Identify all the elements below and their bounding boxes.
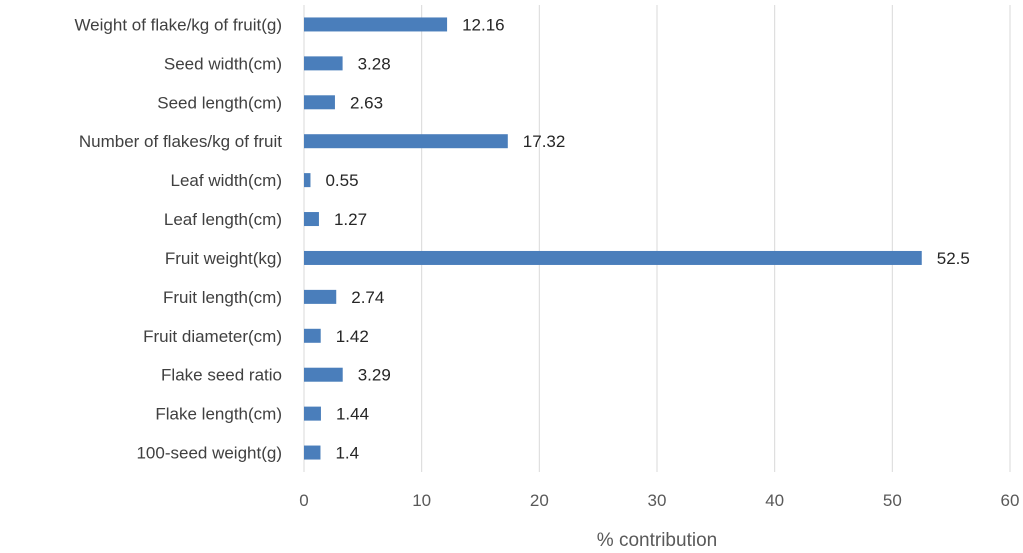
category-label: Leaf length(cm) (164, 210, 282, 229)
category-label: Fruit diameter(cm) (143, 327, 282, 346)
bar (304, 134, 508, 149)
x-tick-label: 60 (1001, 491, 1020, 510)
category-label: Flake seed ratio (161, 366, 282, 385)
category-label: Number of flakes/kg of fruit (79, 132, 282, 151)
value-label: 12.16 (462, 15, 505, 34)
value-label: 1.27 (334, 210, 367, 229)
bar (304, 250, 922, 265)
value-labels: 1.4 1.44 3.29 1.42 2.74 52.5 1.27 0.55 17.32 2.63… (325, 15, 969, 462)
value-label: 3.28 (358, 54, 391, 73)
category-label: Flake length(cm) (155, 405, 282, 424)
bar (304, 328, 321, 343)
category-label: Fruit weight(kg) (165, 249, 282, 268)
category-labels: 100-seed weight(g) Flake length(cm) Flake … (74, 15, 282, 462)
bars (304, 17, 922, 460)
x-tick-label: 30 (648, 491, 667, 510)
x-tick-label: 20 (530, 491, 549, 510)
bar (304, 406, 321, 421)
x-tick-label: 10 (412, 491, 431, 510)
x-tick-label: 50 (883, 491, 902, 510)
x-tick-label: 40 (765, 491, 784, 510)
bar (304, 212, 319, 227)
value-label: 1.4 (335, 444, 359, 463)
value-label: 17.32 (523, 132, 566, 151)
category-label: 100-seed weight(g) (136, 444, 282, 463)
bar (304, 289, 337, 304)
category-label: Weight of flake/kg of fruit(g) (74, 15, 282, 34)
value-label: 3.29 (358, 366, 391, 385)
bar (304, 173, 311, 188)
category-label: Seed length(cm) (157, 93, 282, 112)
value-label: 0.55 (325, 171, 358, 190)
category-label: Fruit length(cm) (163, 288, 282, 307)
x-tick-label: 0 (299, 491, 308, 510)
value-label: 52.5 (937, 249, 970, 268)
category-label: Seed width(cm) (164, 54, 282, 73)
bar (304, 17, 448, 32)
x-axis-title: % contribution (597, 530, 717, 551)
bar (304, 445, 321, 460)
gridlines (303, 5, 1011, 472)
value-label: 1.44 (336, 405, 369, 424)
value-label: 2.74 (351, 288, 384, 307)
category-label: Leaf width(cm) (171, 171, 282, 190)
value-label: 1.42 (336, 327, 369, 346)
value-label: 2.63 (350, 93, 383, 112)
bar (304, 56, 343, 71)
bar (304, 367, 343, 382)
x-tick-labels: 0 10 20 30 40 50 60 (299, 491, 1019, 510)
bar (304, 95, 335, 110)
